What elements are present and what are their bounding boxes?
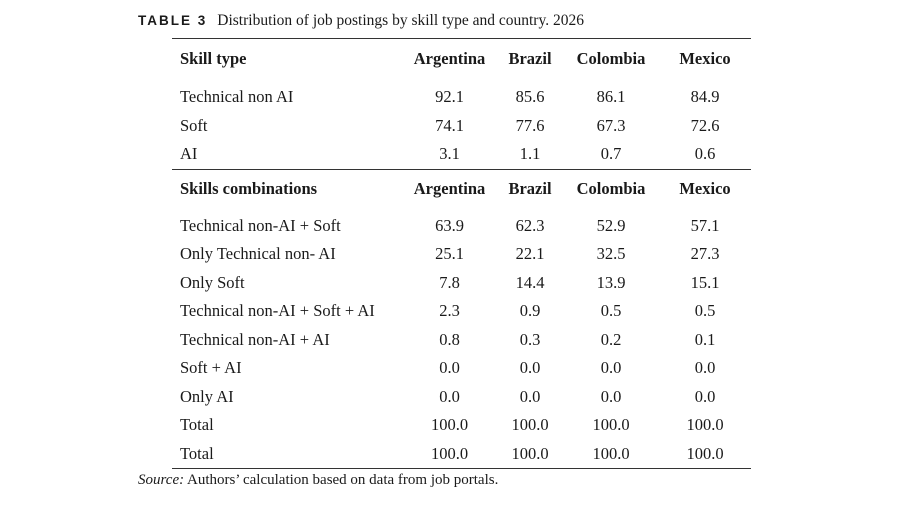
value-cell: 7.8 <box>439 272 460 292</box>
value-cell: 100.0 <box>592 443 630 463</box>
table-row: Only AI 0.0 0.0 0.0 0.0 <box>172 383 751 412</box>
row-label: AI <box>180 144 198 164</box>
value-cell: 22.1 <box>515 244 545 264</box>
value-cell: 52.9 <box>596 215 626 235</box>
value-cell: 1.1 <box>519 144 541 164</box>
value-cell: 0.9 <box>519 301 541 321</box>
value-cell: 0.0 <box>600 386 622 406</box>
value-cell: 0.1 <box>694 329 716 349</box>
value-cell: 0.7 <box>600 144 622 164</box>
row-label: Technical non-AI + Soft + AI <box>180 301 375 321</box>
row-label: Soft + AI <box>180 358 242 378</box>
value-cell: 100.0 <box>511 443 549 463</box>
value-cell: 0.0 <box>519 358 541 378</box>
header-cell: Skill type <box>180 49 247 68</box>
source-label: Source: <box>138 472 185 488</box>
skill-type-rows: Technical non AI 92.1 85.6 86.1 84.9 Soft 74.1… <box>172 83 751 169</box>
value-cell: 2.3 <box>439 301 460 321</box>
value-cell: 62.3 <box>515 215 545 235</box>
table-caption: TABLE 3 Distribution of job postings by s… <box>138 12 584 30</box>
value-cell: 14.4 <box>515 272 545 292</box>
row-label: Technical non-AI + AI <box>180 329 330 349</box>
value-cell: 0.0 <box>694 358 716 378</box>
value-cell: 100.0 <box>511 415 549 435</box>
header-row-skill-type: Skill type Argentina Brazil Colombia Mex… <box>172 39 751 79</box>
value-cell: 67.3 <box>596 115 626 135</box>
value-cell: 100.0 <box>430 443 469 463</box>
value-cell: 74.1 <box>435 115 464 135</box>
value-cell: 0.0 <box>600 358 622 378</box>
value-cell: 0.8 <box>439 329 460 349</box>
value-cell: 0.5 <box>694 301 716 321</box>
row-label: Total <box>180 443 214 463</box>
value-cell: 84.9 <box>690 87 720 107</box>
source-text: Authors’ calculation based on data from … <box>184 472 499 488</box>
row-label: Only Soft <box>180 272 245 292</box>
header-cell: Brazil <box>508 49 552 68</box>
header-cell: Argentina <box>413 49 486 68</box>
table-row: Total 100.0 100.0 100.0 100.0 <box>172 440 751 469</box>
value-cell: 0.0 <box>694 386 716 406</box>
table-row: Technical non-AI + Soft 63.9 62.3 52.9 57.1 <box>172 212 751 241</box>
value-cell: 100.0 <box>686 415 724 435</box>
row-label: Technical non-AI + Soft <box>180 215 341 235</box>
value-cell: 77.6 <box>515 115 545 135</box>
value-cell: 3.1 <box>439 144 460 164</box>
table-row: Technical non AI 92.1 85.6 86.1 84.9 <box>172 83 751 112</box>
value-cell: 100.0 <box>430 415 469 435</box>
value-cell: 92.1 <box>435 87 464 107</box>
value-cell: 0.2 <box>600 329 622 349</box>
value-cell: 0.6 <box>694 144 716 164</box>
value-cell: 15.1 <box>690 272 720 292</box>
value-cell: 0.5 <box>600 301 622 321</box>
value-cell: 32.5 <box>596 244 626 264</box>
value-cell: 100.0 <box>686 443 724 463</box>
header-cell: Brazil <box>508 178 552 198</box>
table-row: Technical non-AI + Soft + AI 2.3 0.9 0.5 0.5 <box>172 297 751 326</box>
row-label: Only Technical non- AI <box>180 244 336 264</box>
value-cell: 100.0 <box>592 415 630 435</box>
skills-combination-rows: Technical non-AI + Soft 63.9 62.3 52.9 57.1 O… <box>172 212 751 469</box>
table-row: Only Soft 7.8 14.4 13.9 15.1 <box>172 269 751 298</box>
table-row: AI 3.1 1.1 0.7 0.6 <box>172 140 751 169</box>
data-table: Skill type Argentina Brazil Colombia Mex… <box>172 38 751 469</box>
table-row: Technical non-AI + AI 0.8 0.3 0.2 0.1 <box>172 326 751 355</box>
source-note: Source: Authors’ calculation based on da… <box>138 472 498 489</box>
row-label: Only AI <box>180 386 234 406</box>
value-cell: 25.1 <box>435 244 464 264</box>
value-cell: 0.3 <box>519 329 541 349</box>
row-label: Total <box>180 415 214 435</box>
row-label: Technical non AI <box>180 87 294 107</box>
value-cell: 63.9 <box>435 215 464 235</box>
table-row: Total 100.0 100.0 100.0 100.0 <box>172 411 751 440</box>
table-row: Only Technical non- AI 25.1 22.1 32.5 27.3 <box>172 240 751 269</box>
table-label: TABLE 3 <box>138 13 208 28</box>
table-row: Soft + AI 0.0 0.0 0.0 0.0 <box>172 354 751 383</box>
value-cell: 72.6 <box>690 115 720 135</box>
header-cell: Skills combinations <box>180 178 318 198</box>
value-cell: 0.0 <box>439 386 460 406</box>
value-cell: 27.3 <box>690 244 720 264</box>
value-cell: 57.1 <box>690 215 720 235</box>
header-cell: Colombia <box>576 178 646 198</box>
header-row-skills-combinations: Skills combinations Argentina Brazil Col… <box>172 168 751 208</box>
value-cell: 86.1 <box>596 87 626 107</box>
header-cell: Colombia <box>576 49 646 68</box>
table-title: Distribution of job postings by skill ty… <box>217 12 584 29</box>
value-cell: 0.0 <box>519 386 541 406</box>
header-cell: Argentina <box>413 178 486 198</box>
table-row: Soft 74.1 77.6 67.3 72.6 <box>172 112 751 141</box>
value-cell: 0.0 <box>439 358 460 378</box>
value-cell: 13.9 <box>596 272 626 292</box>
header-cell: Mexico <box>679 178 731 198</box>
value-cell: 85.6 <box>515 87 545 107</box>
header-cell: Mexico <box>679 49 731 68</box>
row-label: Soft <box>180 115 208 135</box>
